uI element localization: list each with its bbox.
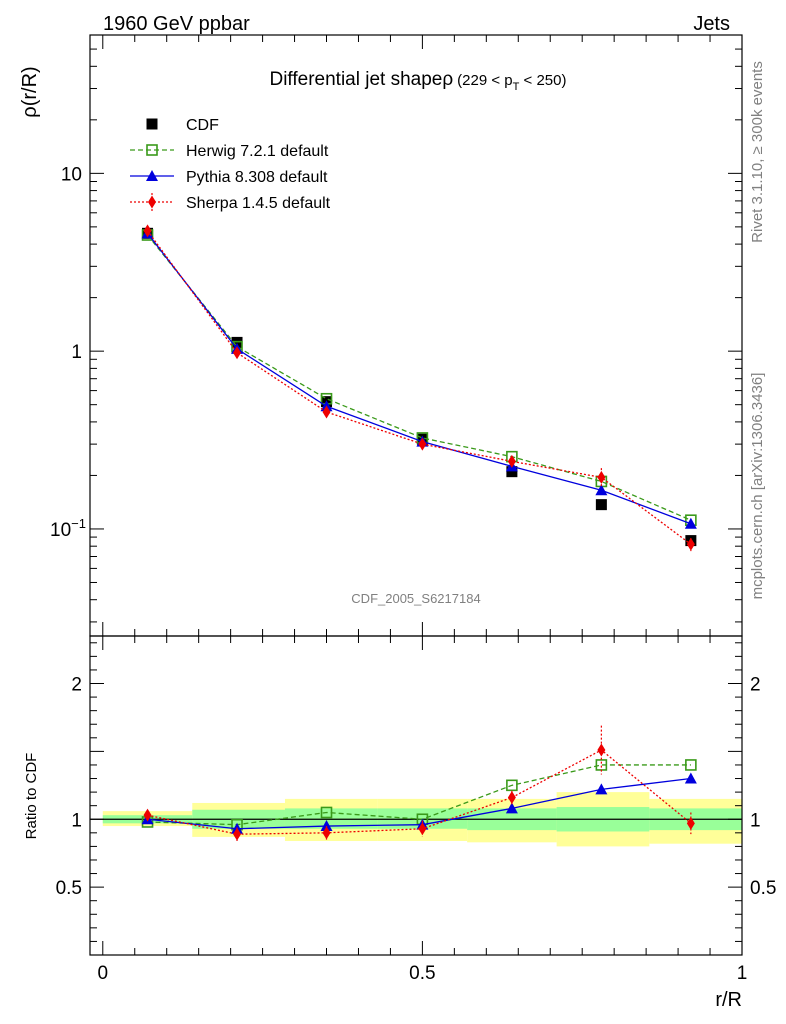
legend-marker — [148, 195, 156, 209]
main-plot: 10 1 10−1 — [50, 34, 743, 637]
legend-label: CDF — [186, 117, 219, 134]
y-tick-label: 0.5 — [56, 878, 82, 899]
ratio-data-point — [143, 808, 152, 822]
ratio-data-point — [322, 826, 331, 840]
analysis-watermark: CDF_2005_S6217184 — [351, 591, 480, 606]
ratio-data-point — [507, 791, 516, 805]
data-point — [143, 224, 152, 238]
ratio-data-point — [418, 822, 427, 836]
ratio-data-point — [233, 827, 242, 841]
ratio-data-point — [597, 743, 606, 757]
data-point — [506, 466, 518, 478]
data-point — [595, 499, 607, 511]
ratio-data-point — [505, 802, 518, 814]
data-point — [418, 437, 427, 451]
series-line — [147, 234, 692, 521]
y-tick-label-right: 2 — [750, 675, 761, 696]
data-point — [322, 405, 331, 419]
main-ylabel: ρ(r/R) — [19, 66, 41, 117]
data-point — [684, 517, 697, 529]
legend-marker — [146, 118, 158, 130]
y-tick-label: 2 — [71, 675, 82, 696]
ratio-data-point — [320, 806, 333, 819]
y-tick-label-right: 1 — [750, 810, 761, 831]
data-point — [595, 484, 608, 496]
ratio-data-point — [686, 816, 695, 830]
x-tick-label: 0.5 — [409, 963, 435, 984]
ratio-data-point — [506, 779, 518, 792]
legend-marker — [146, 144, 158, 156]
x-tick-label: 1 — [737, 963, 748, 984]
ratio-ylabel: Ratio to CDF — [23, 753, 40, 840]
x-axis-label: r/R — [715, 989, 742, 1011]
legend-marker — [146, 170, 158, 181]
y-tick-label: 10 — [61, 164, 82, 185]
series-line — [147, 232, 692, 525]
legend-label: Herwig 7.2.1 default — [186, 143, 329, 160]
y-tick-label: 10−1 — [50, 516, 86, 541]
y-tick-label: 1 — [71, 810, 82, 831]
data-point — [233, 346, 242, 360]
header-process: Jets — [693, 13, 730, 35]
main-title: Differential jet shapeρ (229 < pT < 250) — [269, 69, 566, 93]
data-point — [686, 537, 695, 551]
mcplots-reference-label: mcplots.cern.ch [arXiv:1306.3436] — [749, 373, 766, 600]
ratio-data-point — [595, 783, 608, 795]
series-line — [147, 230, 692, 545]
y-tick-label-right: 0.5 — [750, 878, 776, 899]
ratio-data-point — [320, 820, 333, 832]
legend-label: Pythia 8.308 default — [186, 169, 328, 186]
header-energy: 1960 GeV ppbar — [103, 13, 250, 35]
legend: CDF Herwig 7.2.1 default Pythia 8.308 defa… — [130, 117, 331, 212]
uncertainty-band-inner — [284, 808, 378, 829]
data-point — [597, 470, 606, 484]
legend-label: Sherpa 1.4.5 default — [186, 195, 331, 212]
y-tick-label: 1 — [71, 342, 82, 363]
rivet-version-label: Rivet 3.1.10, ≥ 300k events — [749, 61, 766, 243]
ratio-data-point — [684, 772, 697, 784]
x-tick-label: 0 — [97, 963, 108, 984]
ratio-frame — [89, 635, 743, 956]
data-point — [507, 454, 516, 468]
ratio-data-point — [685, 759, 697, 771]
ratio-plot: 2 2 1 1 0.5 0.5 0 0.5 1 — [56, 635, 776, 984]
